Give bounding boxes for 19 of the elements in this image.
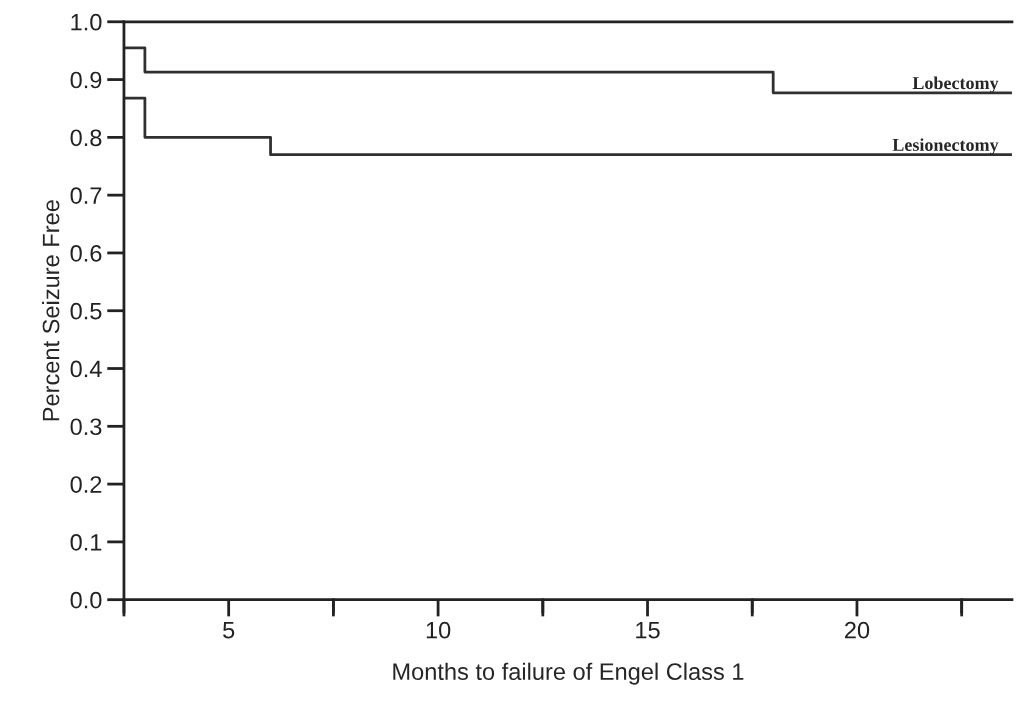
series-label: Lesionectomy	[892, 138, 999, 155]
x-axis-title: Months to failure of Engel Class 1	[393, 662, 744, 685]
y-tick-label: 0.2	[70, 476, 102, 493]
y-tick-label: 0.4	[70, 360, 102, 378]
y-axis-title: Percent Seizure Free	[42, 200, 60, 421]
y-tick-label: 1.0	[71, 13, 102, 31]
series-label: Lobectomy	[912, 76, 999, 93]
y-tick-label: 0.9	[70, 71, 102, 89]
x-tick-label: 5	[223, 622, 235, 639]
x-tick-label: 15	[636, 622, 660, 639]
y-tick-label: 0.8	[70, 129, 102, 147]
x-tick-label: 20	[845, 621, 870, 639]
y-tick-label: 0.7	[70, 187, 102, 204]
y-tick-label: 0.1	[70, 533, 102, 551]
x-tick-label: 10	[426, 621, 451, 639]
y-tick-label: 0.0	[70, 591, 102, 609]
y-tick-label: 0.3	[70, 418, 102, 436]
y-tick-label: 0.5	[70, 302, 102, 320]
y-tick-label: 0.6	[70, 245, 102, 262]
